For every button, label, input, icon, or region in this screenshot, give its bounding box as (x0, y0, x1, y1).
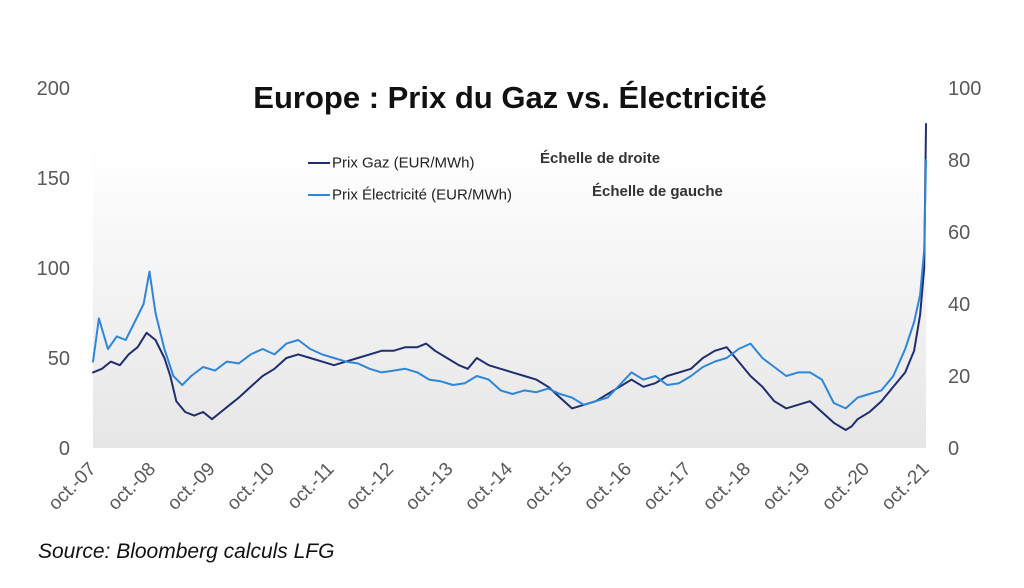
y-right-tick-label: 60 (948, 222, 970, 244)
x-tick-label: oct.-07 (45, 459, 101, 515)
x-tick-label: oct.-19 (759, 459, 815, 515)
x-tick-label: oct.-15 (521, 459, 577, 515)
x-tick-label: oct.-20 (818, 459, 874, 515)
series-line-electricity (92, 159, 927, 410)
y-right-tick-label: 20 (948, 366, 970, 388)
x-tick-label: oct.-14 (461, 458, 517, 514)
y-left-tick-label: 50 (48, 348, 70, 370)
y-left-tick-label: 150 (37, 168, 70, 190)
source-note: Source: Bloomberg calculs LFG (38, 540, 335, 563)
plot-area (93, 148, 926, 448)
series-line-gas (92, 123, 927, 431)
x-tick-label: oct.-11 (284, 459, 339, 514)
legend-label-gas: Prix Gaz (EUR/MWh) (332, 154, 475, 172)
legend-swatch-gas (308, 162, 330, 165)
x-tick-label: oct.-21 (878, 459, 934, 515)
x-tick-label: oct.-18 (699, 459, 755, 515)
chart-title: Europe : Prix du Gaz vs. Électricité (253, 80, 767, 115)
legend-swatch-electricity (308, 194, 330, 197)
legend-item-gas: Prix Gaz (EUR/MWh) (308, 154, 475, 172)
y-left-tick-label: 200 (37, 78, 70, 100)
x-tick-label: oct.-12 (342, 459, 398, 515)
y-right-tick-label: 0 (948, 438, 959, 460)
y-left-tick-label: 0 (59, 438, 70, 460)
legend-note-electricity: Échelle de gauche (592, 183, 723, 200)
legend-note-gas: Échelle de droite (540, 150, 661, 167)
x-tick-label: oct.-08 (104, 459, 160, 515)
y-right-tick-label: 40 (948, 294, 970, 316)
x-tick-label: oct.-13 (402, 459, 458, 515)
x-tick-label: oct.-09 (164, 459, 220, 515)
y-right-tick-label: 100 (948, 78, 981, 100)
y-left-tick-label: 100 (37, 258, 70, 280)
legend-item-electricity: Prix Électricité (EUR/MWh) (308, 186, 512, 204)
y-right-tick-label: 80 (948, 150, 970, 172)
x-tick-label: oct.-17 (640, 459, 696, 515)
legend-label-electricity: Prix Électricité (EUR/MWh) (332, 186, 513, 204)
x-tick-label: oct.-10 (223, 459, 279, 515)
x-tick-label: oct.-16 (580, 459, 636, 515)
